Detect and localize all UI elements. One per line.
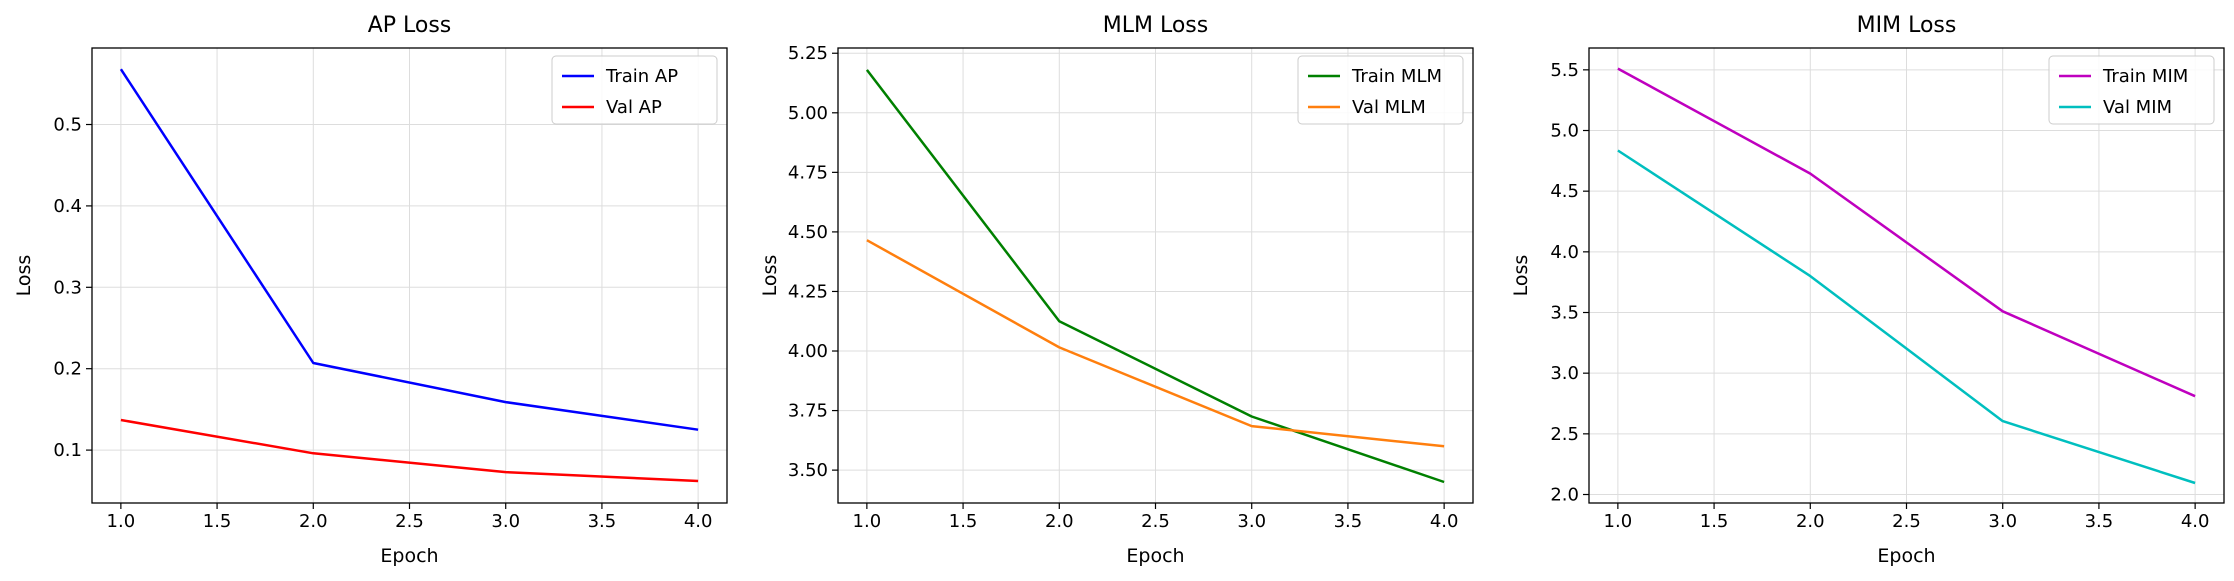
x-tick-label: 3.5 bbox=[2085, 511, 2114, 532]
chart-panel-2: 1.0 1.5 2.0 2.5 3.0 3.5 4.0 3.50 3.75 4.00 4.25 4.5… bbox=[759, 13, 1474, 567]
y-tick-label: 5.25 bbox=[788, 43, 828, 64]
y-tick-label: 5.00 bbox=[788, 103, 828, 124]
x-tick-label: 4.0 bbox=[684, 511, 713, 532]
x-tick-label: 1.5 bbox=[203, 511, 232, 532]
y-tick-label: 3.0 bbox=[1550, 363, 1579, 384]
y-tick-label: 4.5 bbox=[1550, 181, 1579, 202]
x-axis-label: Epoch bbox=[380, 545, 438, 567]
chart-panel-3: 1.0 1.5 2.0 2.5 3.0 3.5 4.0 2.0 2.5 3.0 3.5 4.0 4.5 5… bbox=[1510, 13, 2225, 567]
y-tick-label: 0.5 bbox=[53, 115, 82, 136]
legend: Train MLM Val MLM bbox=[1297, 55, 1464, 125]
series-line-val-mlm bbox=[866, 239, 1445, 448]
y-tick-label: 4.00 bbox=[788, 341, 828, 362]
legend-label: Val AP bbox=[606, 97, 662, 118]
x-tick-label: 2.0 bbox=[1796, 511, 1825, 532]
y-tick-label: 5.5 bbox=[1550, 60, 1579, 81]
series-line-val-mim bbox=[1617, 149, 2196, 485]
legend-label: Train AP bbox=[605, 66, 678, 87]
y-tick-label: 4.25 bbox=[788, 281, 828, 302]
y-tick-label: 0.1 bbox=[53, 440, 82, 461]
series-line-train-mlm bbox=[865, 69, 1445, 484]
y-tick-label: 5.0 bbox=[1550, 121, 1579, 142]
x-tick-label: 2.5 bbox=[1141, 511, 1170, 532]
y-tick-label: 4.50 bbox=[788, 222, 828, 243]
series-line-train-mim bbox=[1617, 67, 2196, 398]
legend: Train AP Val AP bbox=[551, 55, 718, 125]
x-tick-label: 2.5 bbox=[1892, 511, 1921, 532]
y-axis-label: Loss bbox=[1510, 255, 1532, 297]
y-tick-label: 3.5 bbox=[1550, 303, 1579, 324]
legend-label: Val MLM bbox=[1352, 97, 1426, 118]
y-axis-label: Loss bbox=[13, 255, 35, 297]
x-tick-label: 3.0 bbox=[491, 511, 520, 532]
y-tick-label: 4.0 bbox=[1550, 242, 1579, 263]
y-tick-label: 3.75 bbox=[788, 401, 828, 422]
chart-panel-1: 1.0 1.5 2.0 2.5 3.0 3.5 4.0 0.1 0.2 0.3 0.4 0.5 AP L… bbox=[13, 13, 728, 567]
legend: Train MIM Val MIM bbox=[2048, 55, 2215, 125]
y-tick-label: 2.5 bbox=[1550, 424, 1579, 445]
x-tick-label: 2.0 bbox=[299, 511, 328, 532]
y-tick-label: 0.3 bbox=[53, 277, 82, 298]
x-tick-label: 2.0 bbox=[1045, 511, 1074, 532]
legend-label: Train MLM bbox=[1351, 66, 1442, 87]
x-tick-label: 3.5 bbox=[1334, 511, 1363, 532]
x-tick-label: 4.0 bbox=[1430, 511, 1459, 532]
x-tick-label: 1.0 bbox=[1604, 511, 1633, 532]
chart-title: MLM Loss bbox=[1103, 13, 1208, 38]
y-axis-label: Loss bbox=[759, 255, 781, 297]
legend-label: Val MIM bbox=[2103, 97, 2172, 118]
y-tick-label: 0.2 bbox=[53, 359, 82, 380]
x-tick-label: 1.0 bbox=[853, 511, 882, 532]
y-tick-label: 2.0 bbox=[1550, 485, 1579, 506]
x-tick-label: 1.5 bbox=[1700, 511, 1729, 532]
series-line-val-ap bbox=[120, 418, 699, 483]
x-tick-label: 4.0 bbox=[2181, 511, 2210, 532]
x-tick-label: 3.0 bbox=[1988, 511, 2017, 532]
x-tick-label: 1.5 bbox=[949, 511, 978, 532]
y-tick-label: 3.50 bbox=[788, 460, 828, 481]
chart-title: MIM Loss bbox=[1857, 13, 1957, 38]
y-tick-label: 4.75 bbox=[788, 162, 828, 183]
x-tick-label: 3.5 bbox=[588, 511, 617, 532]
x-axis-label: Epoch bbox=[1126, 545, 1184, 567]
y-tick-label: 0.4 bbox=[53, 196, 82, 217]
x-axis-label: Epoch bbox=[1877, 545, 1935, 567]
x-tick-label: 3.0 bbox=[1237, 511, 1266, 532]
x-tick-label: 2.5 bbox=[395, 511, 424, 532]
legend-label: Train MIM bbox=[2102, 66, 2188, 87]
x-tick-label: 1.0 bbox=[107, 511, 136, 532]
series-line-train-ap bbox=[119, 68, 699, 431]
chart-title: AP Loss bbox=[368, 13, 452, 38]
